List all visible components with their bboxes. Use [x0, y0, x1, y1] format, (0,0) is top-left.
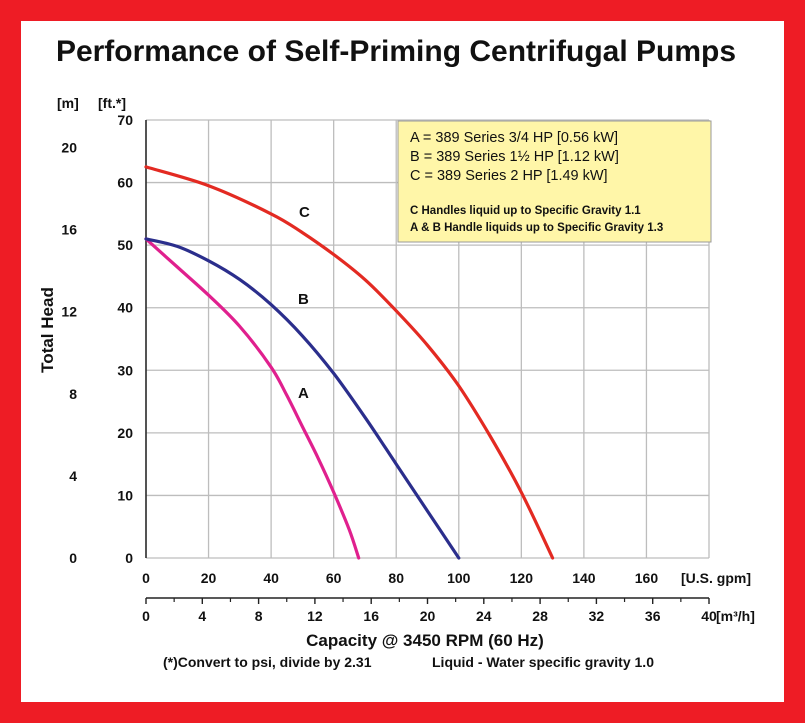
series-label-c: C [299, 204, 310, 221]
chart-title: Performance of Self-Priming Centrifugal … [56, 35, 736, 68]
y-tick-label-ft: 30 [117, 362, 133, 378]
x-tick-label-gpm: 140 [572, 570, 596, 586]
legend-background [397, 120, 712, 243]
y-tick-label-ft: 60 [117, 175, 133, 191]
legend-line-c: C = 389 Series 2 HP [1.49 kW] [410, 168, 608, 184]
x-tick-label-gpm: 80 [388, 570, 404, 586]
y-unit-left: [m] [57, 95, 79, 111]
x-tick-label-m3h: 40 [701, 608, 717, 624]
y-tick-label-m: 12 [61, 304, 77, 320]
x-tick-label-m3h: 12 [307, 608, 323, 624]
y-tick-label-m: 4 [69, 468, 77, 484]
y-tick-label-m: 20 [61, 139, 77, 155]
x-tick-label-m3h: 20 [420, 608, 436, 624]
x-tick-label-gpm: 100 [447, 570, 471, 586]
legend-note-c: C Handles liquid up to Specific Gravity … [410, 205, 641, 217]
y-tick-label-ft: 20 [117, 425, 133, 441]
x-tick-label-gpm: 160 [635, 570, 659, 586]
y-unit-right: [ft.*] [98, 95, 126, 111]
y-axis-label: Total Head [38, 287, 57, 373]
footnote-liquid: Liquid - Water specific gravity 1.0 [432, 654, 654, 670]
x-tick-label-m3h: 8 [255, 608, 263, 624]
legend-line-a: A = 389 Series 3/4 HP [0.56 kW] [410, 130, 618, 146]
y-tick-label-m: 16 [61, 222, 77, 238]
x-tick-label-m3h: 28 [532, 608, 548, 624]
x-tick-label-m3h: 16 [363, 608, 379, 624]
x-tick-label-m3h: 36 [645, 608, 661, 624]
x-tick-label-gpm: 60 [326, 570, 342, 586]
x-tick-label-m3h: 32 [589, 608, 605, 624]
y-tick-label-ft: 70 [117, 112, 133, 128]
y-tick-label-m: 0 [69, 550, 77, 566]
y-tick-label-ft: 40 [117, 300, 133, 316]
x-tick-label-m3h: 4 [198, 608, 206, 624]
series-label-b: B [298, 291, 309, 308]
legend-box: A = 389 Series 3/4 HP [0.56 kW] B = 389 … [397, 120, 712, 243]
legend-note-ab: A & B Handle liquids up to Specific Grav… [410, 222, 663, 234]
x-tick-label-gpm: 120 [510, 570, 534, 586]
x-unit-m3h: [m³/h] [716, 608, 755, 624]
series-curve-c [144, 165, 555, 560]
series-curve-a [144, 237, 361, 560]
x-tick-label-gpm: 20 [201, 570, 217, 586]
x-tick-label-gpm: 40 [263, 570, 279, 586]
legend-line-b: B = 389 Series 1½ HP [1.12 kW] [410, 149, 619, 165]
series-curves: A B C [144, 165, 555, 560]
x-tick-label-m3h: 0 [142, 608, 150, 624]
y-tick-label-ft: 10 [117, 487, 133, 503]
y-tick-label-ft: 50 [117, 237, 133, 253]
x-axis-label: Capacity @ 3450 RPM (60 Hz) [306, 631, 544, 650]
y-tick-label-ft: 0 [125, 550, 133, 566]
footnote-psi: (*)Convert to psi, divide by 2.31 [163, 654, 372, 670]
y-tick-label-m: 8 [69, 386, 77, 402]
x-tick-label-gpm: 0 [142, 570, 150, 586]
x-unit-gpm: [U.S. gpm] [681, 570, 751, 586]
series-label-a: A [298, 385, 309, 402]
x-tick-label-m3h: 24 [476, 608, 492, 624]
series-curve-b [144, 237, 461, 560]
